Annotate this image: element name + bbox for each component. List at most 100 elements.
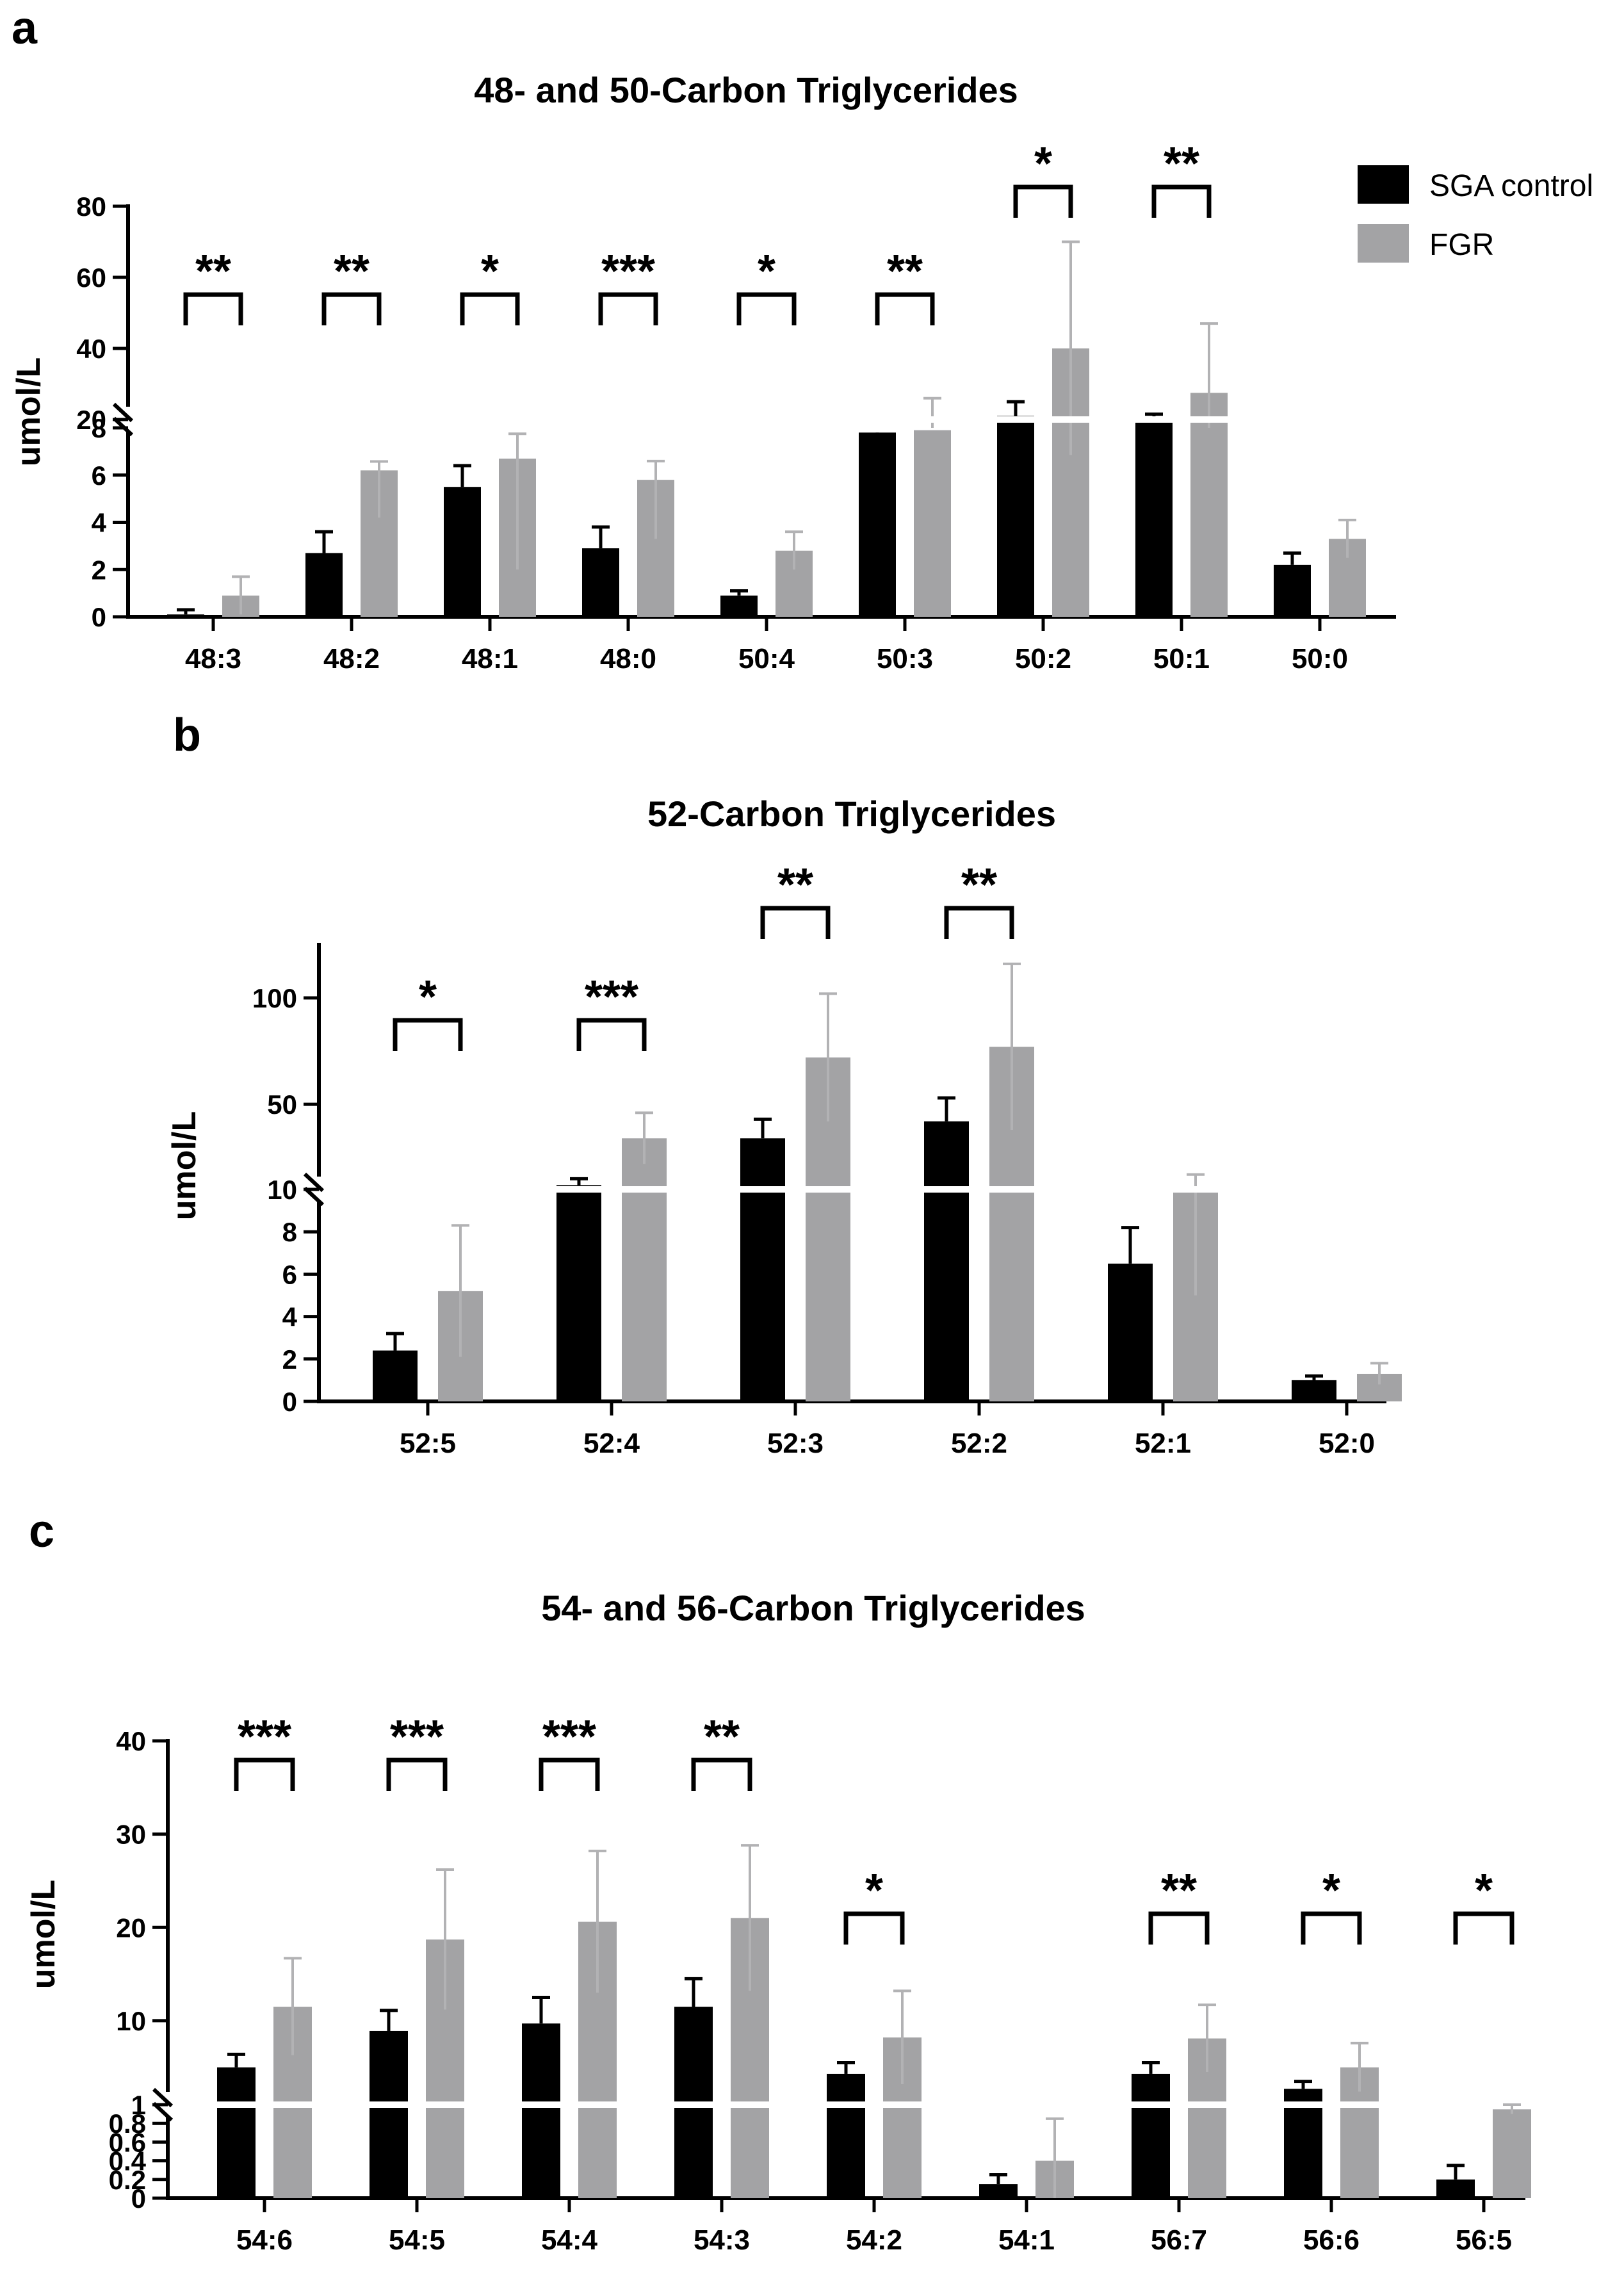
significance-stars: *** xyxy=(542,1711,596,1763)
x-tick-label: 52:5 xyxy=(400,1428,456,1459)
significance-bracket xyxy=(736,292,797,325)
y-tick-label: 100 xyxy=(252,983,297,1013)
y-tick-label: 2 xyxy=(92,555,106,585)
bar-break-gap xyxy=(368,2101,409,2108)
axis-break-mark xyxy=(152,2087,174,2108)
significance-bracket xyxy=(1453,1911,1514,1945)
significance-stars: *** xyxy=(601,246,655,297)
significance-stars: ** xyxy=(1164,138,1199,190)
x-tick-label: 48:0 xyxy=(600,643,656,674)
bar-sga-control xyxy=(740,1138,785,1401)
bar-sga-control xyxy=(522,2023,560,2198)
x-tick-label: 50:4 xyxy=(738,643,795,674)
bar-sga-control xyxy=(1274,564,1311,617)
y-tick-label: 10 xyxy=(116,2006,146,2036)
significance-bracket xyxy=(321,292,382,325)
bar-sga-control xyxy=(1108,1263,1153,1401)
significance-bracket xyxy=(393,1018,463,1051)
bar-sga-control xyxy=(167,614,204,617)
y-tick-label: 8 xyxy=(92,413,106,443)
significance-bracket xyxy=(598,292,658,325)
y-tick-label: 0.8 xyxy=(109,2109,146,2139)
bar-sga-control xyxy=(827,2073,865,2198)
bar-sga-control xyxy=(997,416,1034,617)
panel-letter: c xyxy=(29,1506,54,1557)
bar-break-gap xyxy=(425,2101,466,2108)
legend-swatch-fgr xyxy=(1358,224,1409,263)
y-tick-label: 6 xyxy=(282,1259,297,1289)
bar-break-gap xyxy=(913,416,952,423)
bar-break-gap xyxy=(996,416,1035,423)
significance-stars: * xyxy=(1475,1865,1493,1916)
y-tick-label: 6 xyxy=(92,461,106,491)
significance-bracket xyxy=(760,906,831,939)
bar-break-gap xyxy=(673,2101,714,2108)
y-tick-label: 0 xyxy=(282,1387,297,1417)
significance-bracket xyxy=(1151,184,1212,218)
bar-break-gap xyxy=(1172,1186,1219,1193)
bar-break-gap xyxy=(1051,416,1091,423)
significance-bracket xyxy=(1013,184,1073,218)
y-tick-label: 50 xyxy=(267,1089,297,1120)
y-tick-label: 4 xyxy=(282,1302,298,1332)
bar-sga-control xyxy=(444,487,481,617)
significance-stars: *** xyxy=(390,1711,444,1763)
significance-stars: ** xyxy=(887,246,923,297)
bar-break-gap xyxy=(804,1186,852,1193)
legend: SGA control FGR xyxy=(1358,165,1593,263)
legend-label-fgr: FGR xyxy=(1429,228,1494,262)
y-tick-label: 80 xyxy=(76,192,106,222)
bar-fgr xyxy=(622,1138,667,1401)
significance-stars: *** xyxy=(238,1711,291,1763)
axis-break-mark xyxy=(303,1172,325,1193)
x-tick-label: 56:6 xyxy=(1303,2224,1360,2256)
y-tick-label: 60 xyxy=(76,263,106,293)
bar-break-gap xyxy=(577,2101,618,2108)
bar-break-gap xyxy=(1187,2101,1228,2108)
significance-stars: * xyxy=(481,246,499,297)
y-tick-label: 0 xyxy=(92,602,106,632)
x-tick-label: 54:6 xyxy=(236,2224,293,2256)
chart-title: 52-Carbon Triglycerides xyxy=(647,794,1056,834)
bar-fgr xyxy=(914,430,951,617)
bar-break-gap xyxy=(621,1186,668,1193)
axis-break-mark xyxy=(112,402,134,423)
bar-break-gap xyxy=(498,416,537,423)
panel-letter: b xyxy=(173,710,201,761)
x-tick-label: 48:1 xyxy=(462,643,518,674)
panel-letter: a xyxy=(12,3,38,54)
bar-sga-control xyxy=(720,595,758,617)
y-tick-label: 2 xyxy=(282,1344,297,1374)
significance-bracket xyxy=(843,1911,905,1945)
x-tick-label: 52:4 xyxy=(583,1428,640,1459)
y-tick-label: 8 xyxy=(282,1217,297,1247)
bar-break-gap xyxy=(988,1186,1035,1193)
significance-bracket xyxy=(576,1018,647,1051)
significance-stars: * xyxy=(419,972,437,1023)
bar-break-gap xyxy=(1189,416,1229,423)
y-tick-label: 20 xyxy=(76,405,106,435)
significance-stars: ** xyxy=(704,1711,740,1763)
y-tick-label: 10 xyxy=(267,1175,297,1205)
bar-sga-control xyxy=(373,1350,418,1401)
chart-title: 48- and 50-Carbon Triglycerides xyxy=(474,70,1018,110)
bar-sga-control xyxy=(924,1121,969,1401)
x-tick-label: 52:1 xyxy=(1135,1428,1191,1459)
bar-break-gap xyxy=(923,1186,970,1193)
x-tick-label: 48:2 xyxy=(323,643,380,674)
significance-stars: * xyxy=(1034,138,1052,190)
bar-break-gap xyxy=(1130,2101,1171,2108)
significance-bracket xyxy=(1301,1911,1362,1945)
bar-sga-control xyxy=(1292,1380,1336,1401)
y-tick-label: 30 xyxy=(116,1820,146,1850)
y-tick-label: 0 xyxy=(131,2183,146,2214)
y-tick-label: 0.4 xyxy=(109,2146,147,2176)
significance-stars: *** xyxy=(585,972,638,1023)
bar-break-gap xyxy=(1339,2101,1380,2108)
significance-bracket xyxy=(234,1758,295,1791)
significance-stars: * xyxy=(1322,1865,1340,1916)
panel-b: b 52-Carbon Triglycerides umol/L 0 2 4 6 8 10 50 1… xyxy=(166,710,1402,1459)
x-tick-label: 50:2 xyxy=(1015,643,1071,674)
significance-bracket xyxy=(691,1758,752,1791)
